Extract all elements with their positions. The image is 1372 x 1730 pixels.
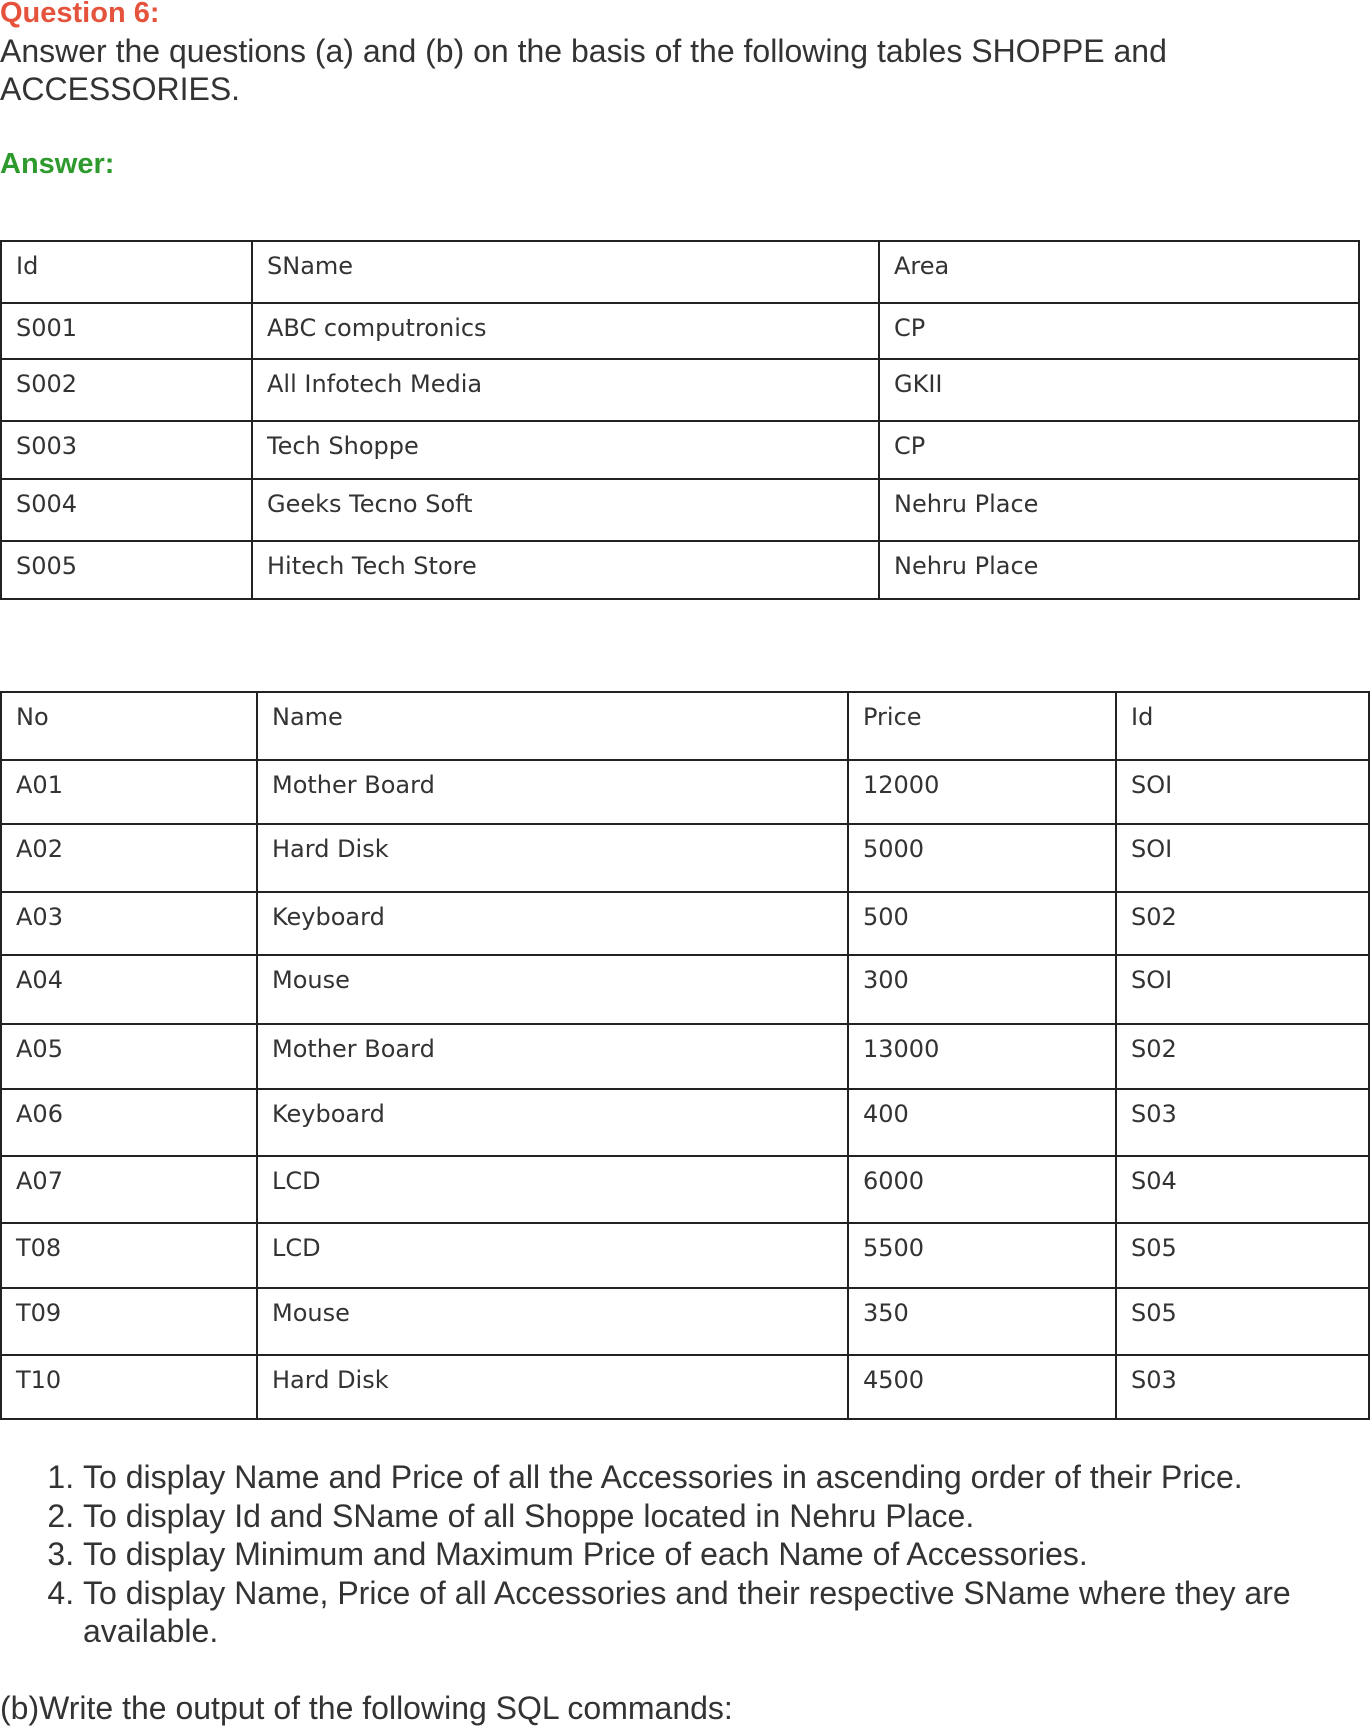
table-cell: 350 [847,1287,1117,1356]
table-cell: S03 [1115,1088,1370,1157]
table-cell: T10 [0,1354,258,1420]
table-cell: S004 [0,478,253,542]
table-cell: 300 [847,954,1117,1025]
answer-label: Answer: [0,148,115,180]
table-cell: 500 [847,891,1117,956]
table-cell: Nehru Place [878,478,1360,542]
table-row: A07 LCD 6000 S04 [0,1155,1370,1224]
table-cell: Mother Board [256,759,849,825]
table-row: A01 Mother Board 12000 SOI [0,759,1370,825]
table-cell: A05 [0,1023,258,1090]
column-header: Name [256,691,849,761]
table-cell: SOI [1115,823,1370,893]
question-item: To display Minimum and Maximum Price of … [83,1535,1343,1574]
table-cell: S005 [0,540,253,600]
table-row: T09 Mouse 350 S05 [0,1287,1370,1356]
table-cell: A03 [0,891,258,956]
question-list: To display Name and Price of all the Acc… [30,1458,1343,1651]
table-row: S003 Tech Shoppe CP [0,420,1360,480]
table-cell: 4500 [847,1354,1117,1420]
table-cell: S001 [0,302,253,360]
table-row: A02 Hard Disk 5000 SOI [0,823,1370,893]
table-cell: SOI [1115,759,1370,825]
table-row: S001 ABC computronics CP [0,302,1360,360]
table-cell: A07 [0,1155,258,1224]
question-item: To display Name and Price of all the Acc… [83,1458,1343,1497]
table-cell: SOI [1115,954,1370,1025]
table-cell: S05 [1115,1222,1370,1289]
column-header: SName [251,240,880,304]
table-cell: Hard Disk [256,1354,849,1420]
question-title: Question 6: [0,0,160,29]
table-cell: 400 [847,1088,1117,1157]
table-cell: A06 [0,1088,258,1157]
table-cell: 5000 [847,823,1117,893]
table-cell: ABC computronics [251,302,880,360]
table-cell: S02 [1115,891,1370,956]
question-item: To display Name, Price of all Accessorie… [83,1574,1343,1651]
table-row: A04 Mouse 300 SOI [0,954,1370,1025]
table-cell: Mouse [256,954,849,1025]
part-b-heading: (b)Write the output of the following SQL… [0,1690,733,1726]
question-item: To display Id and SName of all Shoppe lo… [83,1497,1343,1536]
shoppe-table: Id SName Area S001 ABC computronics CP S002 All… [0,240,1360,600]
table-cell: 5500 [847,1222,1117,1289]
table-cell: LCD [256,1222,849,1289]
table-cell: Nehru Place [878,540,1360,600]
table-cell: S02 [1115,1023,1370,1090]
table-cell: CP [878,420,1360,480]
column-header: Area [878,240,1360,304]
table-cell: S002 [0,358,253,422]
table-cell: Geeks Tecno Soft [251,478,880,542]
header-row: No Name Price Id [0,691,1370,761]
table-cell: 6000 [847,1155,1117,1224]
table-cell: S04 [1115,1155,1370,1224]
table-row: S002 All Infotech Media GKII [0,358,1360,422]
table-cell: GKII [878,358,1360,422]
table-row: A06 Keyboard 400 S03 [0,1088,1370,1157]
accessories-table: No Name Price Id A01 Mother Board 12000 SOI A02 H… [0,691,1370,1420]
table-cell: CP [878,302,1360,360]
table-cell: T09 [0,1287,258,1356]
question-intro: Answer the questions (a) and (b) on the … [0,33,1167,107]
table-cell: All Infotech Media [251,358,880,422]
table-cell: A01 [0,759,258,825]
table-cell: 13000 [847,1023,1117,1090]
column-header: Id [0,240,253,304]
column-header: Price [847,691,1117,761]
table-row: A03 Keyboard 500 S02 [0,891,1370,956]
table-cell: S03 [1115,1354,1370,1420]
header-row: Id SName Area [0,240,1360,304]
table-cell: S003 [0,420,253,480]
table-row: S004 Geeks Tecno Soft Nehru Place [0,478,1360,542]
table-cell: T08 [0,1222,258,1289]
table-cell: Keyboard [256,891,849,956]
table-cell: Hitech Tech Store [251,540,880,600]
table-row: T08 LCD 5500 S05 [0,1222,1370,1289]
table-cell: LCD [256,1155,849,1224]
table-cell: Hard Disk [256,823,849,893]
table-row: S005 Hitech Tech Store Nehru Place [0,540,1360,600]
table-cell: Mouse [256,1287,849,1356]
table-cell: A04 [0,954,258,1025]
table-cell: S05 [1115,1287,1370,1356]
table-row: T10 Hard Disk 4500 S03 [0,1354,1370,1420]
table-cell: Tech Shoppe [251,420,880,480]
column-header: Id [1115,691,1370,761]
column-header: No [0,691,258,761]
table-cell: Mother Board [256,1023,849,1090]
table-cell: 12000 [847,759,1117,825]
table-cell: Keyboard [256,1088,849,1157]
table-row: A05 Mother Board 13000 S02 [0,1023,1370,1090]
table-cell: A02 [0,823,258,893]
